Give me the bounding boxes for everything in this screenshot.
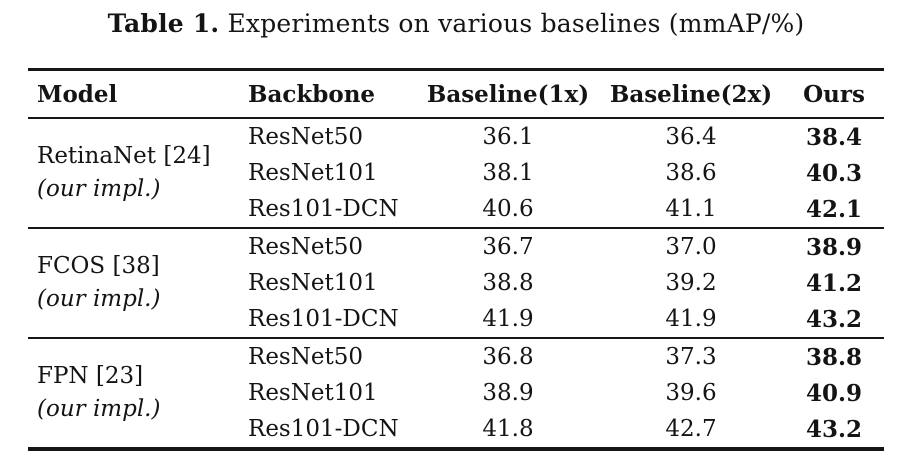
ours-cell: 43.2 bbox=[805, 415, 863, 443]
header-baseline-2x: Baseline(2x) bbox=[609, 80, 773, 108]
model-note: (our impl.) bbox=[37, 286, 161, 312]
group-retinanet: RetinaNet [24] (our impl.) ResNet50 36.1… bbox=[28, 118, 884, 228]
results-table: Model Backbone Baseline(1x) Baseline(2x)… bbox=[28, 68, 884, 451]
model-note: (our impl.) bbox=[37, 396, 161, 422]
backbone-cell: ResNet101 bbox=[248, 270, 378, 296]
ours-cell: 40.9 bbox=[805, 379, 863, 407]
ours-cell: 38.9 bbox=[805, 233, 863, 261]
baseline-1x-cell: 36.1 bbox=[482, 124, 534, 150]
header-row: Model Backbone Baseline(1x) Baseline(2x)… bbox=[28, 70, 884, 119]
table-header: Model Backbone Baseline(1x) Baseline(2x)… bbox=[28, 70, 884, 119]
table-row: Res101-DCN 41.8 42.7 43.2 bbox=[28, 411, 884, 449]
header-model: Model bbox=[37, 80, 118, 108]
header-baseline-1x: Baseline(1x) bbox=[426, 80, 590, 108]
backbone-cell: Res101-DCN bbox=[248, 306, 399, 332]
group-fcos: FCOS [38] (our impl.) ResNet50 36.7 37.0… bbox=[28, 228, 884, 338]
baseline-2x-cell: 36.4 bbox=[665, 124, 717, 150]
table-row: FPN [23] (our impl.) ResNet50 36.8 37.3 … bbox=[28, 338, 884, 423]
header-ours: Ours bbox=[803, 80, 865, 108]
backbone-cell: Res101-DCN bbox=[248, 196, 399, 222]
baseline-2x-cell: 39.2 bbox=[665, 270, 717, 296]
backbone-cell: ResNet50 bbox=[248, 344, 363, 370]
backbone-cell: ResNet50 bbox=[248, 234, 363, 260]
model-cell: FPN [23] (our impl.) bbox=[28, 338, 248, 449]
model-name: RetinaNet [24] bbox=[37, 143, 211, 169]
baseline-2x-cell: 37.0 bbox=[665, 234, 717, 260]
model-cell: FCOS [38] (our impl.) bbox=[28, 228, 248, 338]
baseline-2x-cell: 41.1 bbox=[665, 196, 717, 222]
baseline-1x-cell: 36.8 bbox=[482, 344, 534, 370]
backbone-cell: ResNet101 bbox=[248, 160, 378, 186]
table-caption: Table 1. Experiments on various baseline… bbox=[0, 0, 912, 38]
table-caption-label: Table 1. bbox=[107, 9, 220, 38]
backbone-cell: Res101-DCN bbox=[248, 416, 399, 442]
table-caption-text: Experiments on various baselines (mmAP/%… bbox=[227, 9, 805, 38]
baseline-1x-cell: 36.7 bbox=[482, 234, 534, 260]
table-row: ResNet101 38.9 39.6 40.9 bbox=[28, 375, 884, 411]
baseline-1x-cell: 38.1 bbox=[482, 160, 534, 186]
baseline-1x-cell: 41.9 bbox=[482, 306, 534, 332]
model-note: (our impl.) bbox=[37, 176, 161, 202]
baseline-2x-cell: 39.6 bbox=[665, 380, 717, 406]
model-name: FCOS [38] bbox=[37, 253, 160, 279]
baseline-2x-cell: 37.3 bbox=[665, 344, 717, 370]
header-backbone: Backbone bbox=[248, 80, 376, 108]
ours-cell: 38.4 bbox=[805, 123, 863, 151]
baseline-2x-cell: 41.9 bbox=[665, 306, 717, 332]
ours-cell: 41.2 bbox=[805, 269, 863, 297]
model-name: FPN [23] bbox=[37, 363, 144, 389]
table-row: Res101-DCN 41.9 41.9 43.2 bbox=[28, 301, 884, 338]
model-cell: RetinaNet [24] (our impl.) bbox=[28, 118, 248, 228]
baseline-1x-cell: 40.6 bbox=[482, 196, 534, 222]
table-row: RetinaNet [24] (our impl.) ResNet50 36.1… bbox=[28, 118, 884, 203]
group-fpn: FPN [23] (our impl.) ResNet50 36.8 37.3 … bbox=[28, 338, 884, 449]
baseline-1x-cell: 38.8 bbox=[482, 270, 534, 296]
baseline-2x-cell: 42.7 bbox=[665, 416, 717, 442]
backbone-cell: ResNet101 bbox=[248, 380, 378, 406]
table-row: FCOS [38] (our impl.) ResNet50 36.7 37.0… bbox=[28, 228, 884, 313]
ours-cell: 43.2 bbox=[805, 305, 863, 333]
ours-cell: 38.8 bbox=[805, 343, 863, 371]
baseline-1x-cell: 41.8 bbox=[482, 416, 534, 442]
table-row: ResNet101 38.1 38.6 40.3 bbox=[28, 155, 884, 191]
baseline-2x-cell: 38.6 bbox=[665, 160, 717, 186]
baseline-1x-cell: 38.9 bbox=[482, 380, 534, 406]
ours-cell: 40.3 bbox=[805, 159, 863, 187]
table-row: Res101-DCN 40.6 41.1 42.1 bbox=[28, 191, 884, 228]
ours-cell: 42.1 bbox=[805, 195, 863, 223]
backbone-cell: ResNet50 bbox=[248, 124, 363, 150]
table-row: ResNet101 38.8 39.2 41.2 bbox=[28, 265, 884, 301]
